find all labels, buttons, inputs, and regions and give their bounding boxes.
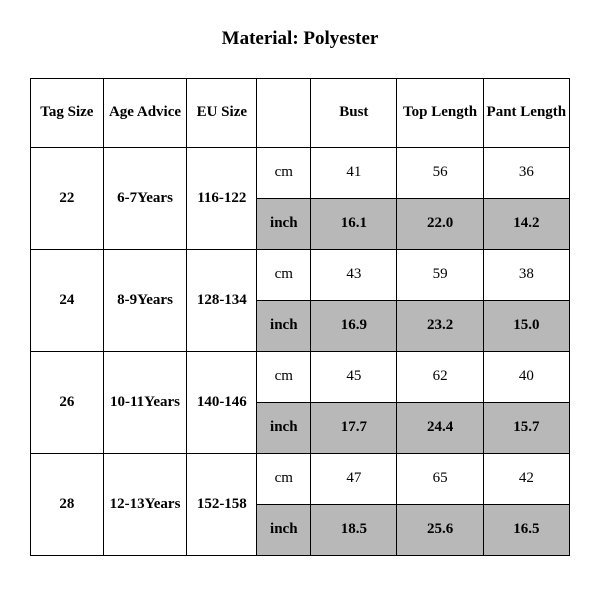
cell-bust-inch: 18.5 — [311, 505, 397, 556]
cell-tag-size: 28 — [31, 454, 104, 556]
cell-unit-cm: cm — [257, 454, 311, 505]
col-top-length: Top Length — [397, 79, 483, 148]
cell-unit-inch: inch — [257, 505, 311, 556]
cell-top-inch: 22.0 — [397, 199, 483, 250]
cell-bust-cm: 43 — [311, 250, 397, 301]
cell-tag-size: 26 — [31, 352, 104, 454]
cell-unit-inch: inch — [257, 403, 311, 454]
table-row: 226-7Years116-122cm415636 — [31, 148, 570, 199]
cell-eu-size: 152-158 — [187, 454, 257, 556]
cell-tag-size: 24 — [31, 250, 104, 352]
cell-age-advice: 12-13Years — [103, 454, 187, 556]
cell-pant-cm: 38 — [483, 250, 569, 301]
cell-bust-inch: 16.1 — [311, 199, 397, 250]
cell-pant-inch: 14.2 — [483, 199, 569, 250]
cell-tag-size: 22 — [31, 148, 104, 250]
cell-bust-cm: 45 — [311, 352, 397, 403]
cell-unit-cm: cm — [257, 250, 311, 301]
size-chart-table: Tag Size Age Advice EU Size Bust Top Len… — [30, 78, 570, 556]
cell-pant-cm: 40 — [483, 352, 569, 403]
cell-unit-inch: inch — [257, 199, 311, 250]
cell-top-cm: 59 — [397, 250, 483, 301]
cell-pant-inch: 16.5 — [483, 505, 569, 556]
cell-top-inch: 24.4 — [397, 403, 483, 454]
col-bust: Bust — [311, 79, 397, 148]
cell-age-advice: 6-7Years — [103, 148, 187, 250]
cell-top-cm: 62 — [397, 352, 483, 403]
page-title: Material: Polyester — [30, 28, 570, 50]
cell-bust-inch: 17.7 — [311, 403, 397, 454]
table-row: 2812-13Years152-158cm476542 — [31, 454, 570, 505]
cell-pant-cm: 36 — [483, 148, 569, 199]
table-row: 248-9Years128-134cm435938 — [31, 250, 570, 301]
size-chart-page: Material: Polyester Tag Size Age Advice … — [0, 0, 600, 600]
cell-pant-inch: 15.7 — [483, 403, 569, 454]
table-row: 2610-11Years140-146cm456240 — [31, 352, 570, 403]
cell-eu-size: 116-122 — [187, 148, 257, 250]
cell-bust-cm: 41 — [311, 148, 397, 199]
cell-age-advice: 10-11Years — [103, 352, 187, 454]
cell-unit-cm: cm — [257, 148, 311, 199]
cell-eu-size: 140-146 — [187, 352, 257, 454]
cell-top-cm: 56 — [397, 148, 483, 199]
header-row: Tag Size Age Advice EU Size Bust Top Len… — [31, 79, 570, 148]
cell-top-cm: 65 — [397, 454, 483, 505]
cell-pant-inch: 15.0 — [483, 301, 569, 352]
cell-unit-cm: cm — [257, 352, 311, 403]
col-unit — [257, 79, 311, 148]
cell-eu-size: 128-134 — [187, 250, 257, 352]
cell-age-advice: 8-9Years — [103, 250, 187, 352]
cell-bust-cm: 47 — [311, 454, 397, 505]
col-eu-size: EU Size — [187, 79, 257, 148]
cell-unit-inch: inch — [257, 301, 311, 352]
cell-bust-inch: 16.9 — [311, 301, 397, 352]
cell-pant-cm: 42 — [483, 454, 569, 505]
col-pant-length: Pant Length — [483, 79, 569, 148]
col-tag-size: Tag Size — [31, 79, 104, 148]
cell-top-inch: 25.6 — [397, 505, 483, 556]
col-age-advice: Age Advice — [103, 79, 187, 148]
cell-top-inch: 23.2 — [397, 301, 483, 352]
